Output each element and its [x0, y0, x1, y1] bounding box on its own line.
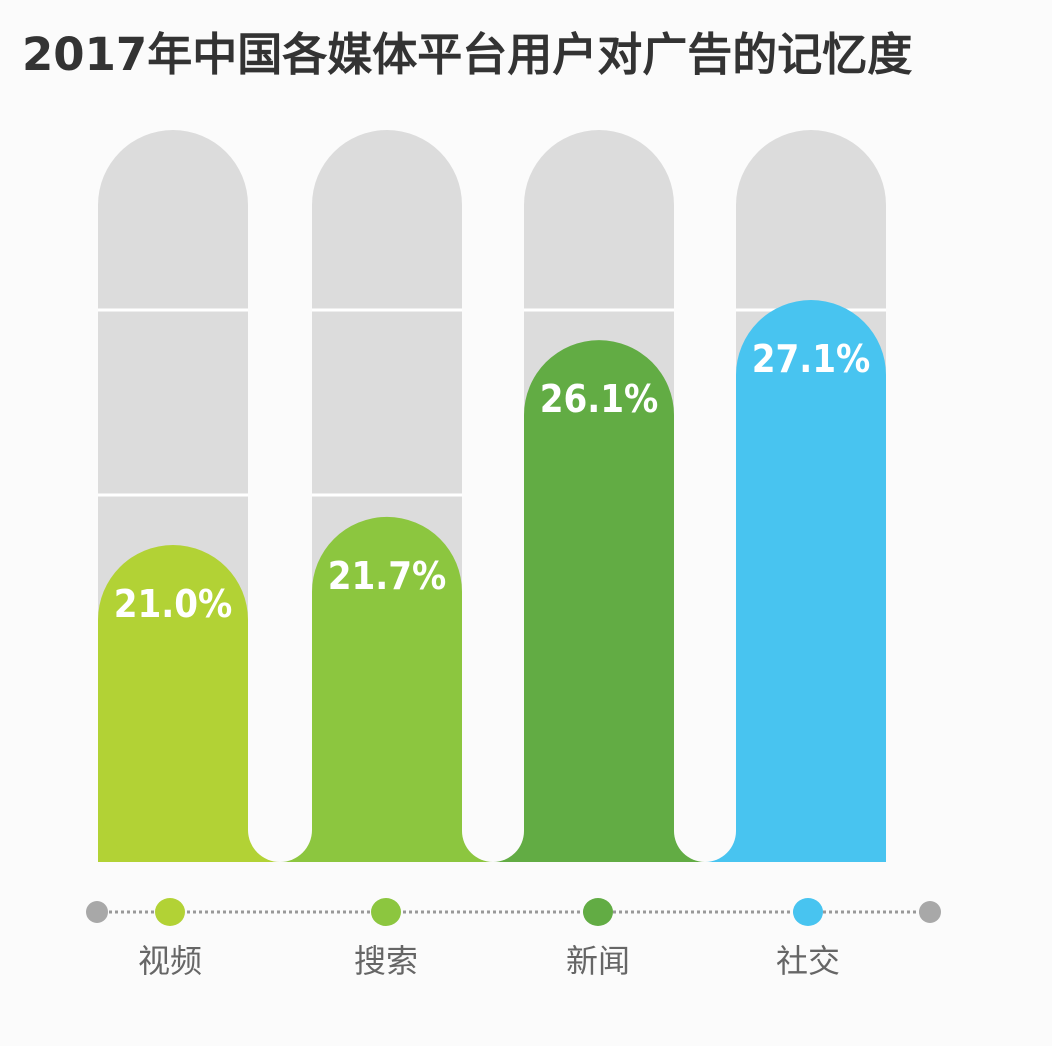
axis-end-dot: [86, 901, 108, 923]
category-label-3: 社交: [776, 942, 840, 980]
bar-gap: [462, 120, 524, 862]
axis-dot-1: [371, 898, 401, 926]
data-label-2: 26.1%: [540, 377, 659, 421]
bar-gap: [248, 120, 312, 862]
bar-2: [524, 340, 674, 863]
category-label-1: 搜索: [354, 942, 418, 980]
axis-dot-0: [155, 898, 185, 926]
axis-dot-3: [793, 898, 823, 926]
bar-gap: [674, 120, 736, 862]
chart-title: 2017年中国各媒体平台用户对广告的记忆度: [22, 28, 913, 81]
category-label-0: 视频: [138, 942, 202, 980]
bar-0: [98, 545, 248, 862]
data-label-3: 27.1%: [752, 337, 871, 381]
data-label-1: 21.7%: [328, 554, 447, 598]
bar-1: [312, 516, 462, 862]
category-label-2: 新闻: [566, 942, 630, 980]
data-label-0: 21.0%: [114, 582, 233, 626]
axis-dot-2: [583, 898, 613, 926]
axis-end-dot: [919, 901, 941, 923]
bar-3: [736, 300, 886, 862]
